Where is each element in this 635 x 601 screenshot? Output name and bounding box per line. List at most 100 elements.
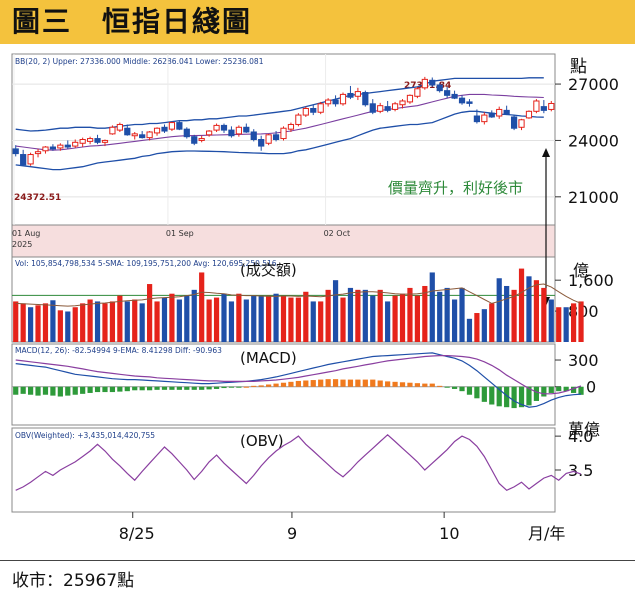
- volume-bar: [548, 299, 554, 342]
- candle-body: [235, 126, 242, 135]
- macd-histogram-bar: [221, 386, 227, 389]
- macd-histogram-bar: [20, 386, 26, 394]
- macd-legend: MACD(12, 26): -82.54994 9-EMA: 8.41298 D…: [15, 346, 222, 355]
- candle-body: [332, 99, 339, 105]
- candle-body: [228, 129, 235, 137]
- volume-bar: [518, 268, 525, 342]
- price-tick-label: 24000: [568, 131, 619, 150]
- volume-bar: [206, 299, 212, 342]
- candle-body: [444, 90, 451, 96]
- candle-body: [533, 100, 540, 112]
- volume-bar: [27, 307, 34, 342]
- candle-body: [525, 110, 533, 119]
- volume-bar: [20, 303, 26, 342]
- volume-bar: [362, 289, 368, 342]
- macd-histogram-bar: [340, 379, 346, 387]
- macd-histogram-bar: [191, 386, 197, 390]
- volume-bar: [414, 295, 420, 342]
- candle-body: [473, 115, 481, 123]
- volume-bar: [578, 301, 584, 342]
- candle-body: [86, 138, 94, 142]
- macd-histogram-bar: [385, 381, 391, 387]
- volume-unit-label: 億: [573, 261, 589, 280]
- candle-body: [310, 107, 317, 113]
- volume-bar: [318, 301, 324, 342]
- candle-body: [27, 154, 34, 165]
- candle-body: [488, 112, 495, 118]
- macd-line: [15, 352, 582, 408]
- low-price-label: 24372.51: [14, 193, 61, 203]
- macd-histogram-bar: [414, 383, 420, 387]
- volume-sma-line: [15, 283, 582, 307]
- macd-histogram-bar: [94, 386, 101, 393]
- candle-body: [131, 133, 138, 137]
- volume-bar: [176, 299, 182, 342]
- candle-body: [429, 79, 436, 86]
- volume-bar: [251, 295, 257, 342]
- candle-body: [518, 119, 525, 128]
- macd-histogram-bar: [570, 386, 577, 393]
- macd-histogram-bar: [437, 385, 443, 387]
- candle-body: [153, 127, 161, 134]
- volume-bar: [310, 301, 316, 342]
- volume-bar: [199, 272, 205, 342]
- macd-histogram-bar: [50, 386, 56, 396]
- volume-bar: [109, 301, 116, 342]
- volume-bar: [258, 295, 264, 342]
- x-axis-label: 8/25: [119, 524, 155, 543]
- macd-histogram-bar: [496, 386, 502, 407]
- macd-histogram-bar: [57, 386, 63, 397]
- macd-histogram-bar: [466, 386, 473, 395]
- volume-bar: [213, 297, 220, 342]
- macd-histogram-bar: [199, 386, 205, 390]
- candle-body: [421, 78, 428, 89]
- macd-histogram-bar: [80, 386, 86, 394]
- volume-bar: [154, 301, 160, 342]
- macd-histogram-bar: [474, 386, 480, 399]
- candle-body: [458, 97, 466, 104]
- candle-body: [191, 136, 198, 144]
- volume-bar: [422, 285, 428, 342]
- volume-bar: [303, 291, 309, 342]
- volume-bar: [87, 299, 93, 342]
- macd-histogram-bar: [429, 383, 435, 387]
- candle-body: [496, 108, 503, 117]
- signal-line: [15, 355, 582, 395]
- volume-bar: [451, 299, 458, 342]
- volume-bar: [273, 293, 279, 342]
- volume-bar: [437, 291, 443, 342]
- macd-histogram-bar: [176, 386, 182, 390]
- macd-histogram-bar: [154, 386, 160, 390]
- macd-histogram-bar: [451, 386, 458, 389]
- volume-bar: [147, 284, 153, 342]
- macd-histogram-bar: [206, 386, 212, 390]
- candle-body: [124, 127, 131, 136]
- candle-body: [540, 106, 547, 111]
- volume-bar: [385, 301, 391, 342]
- arrow-head-up: [542, 148, 550, 157]
- candle-body: [101, 139, 109, 143]
- macd-histogram-bar: [243, 386, 249, 388]
- volume-bar: [72, 307, 78, 342]
- candle-body: [94, 138, 101, 143]
- volume-bar: [13, 301, 19, 342]
- volume-bar: [102, 303, 108, 342]
- volume-bar: [570, 303, 577, 342]
- volume-bar: [42, 303, 49, 342]
- volume-bar: [236, 293, 242, 342]
- candle-body: [302, 107, 309, 116]
- candle-body: [436, 84, 443, 92]
- volume-bar: [57, 310, 63, 342]
- candle-body: [354, 91, 361, 97]
- macd-histogram-bar: [563, 386, 569, 392]
- macd-histogram-bar: [184, 386, 190, 390]
- macd-histogram-bar: [236, 386, 242, 388]
- candle-body: [510, 116, 518, 129]
- volume-bar: [407, 287, 413, 342]
- candle-body: [139, 134, 146, 139]
- volume-bar: [169, 293, 175, 342]
- macd-histogram-bar: [310, 380, 316, 387]
- volume-bar: [332, 280, 339, 342]
- candle-body: [34, 151, 42, 155]
